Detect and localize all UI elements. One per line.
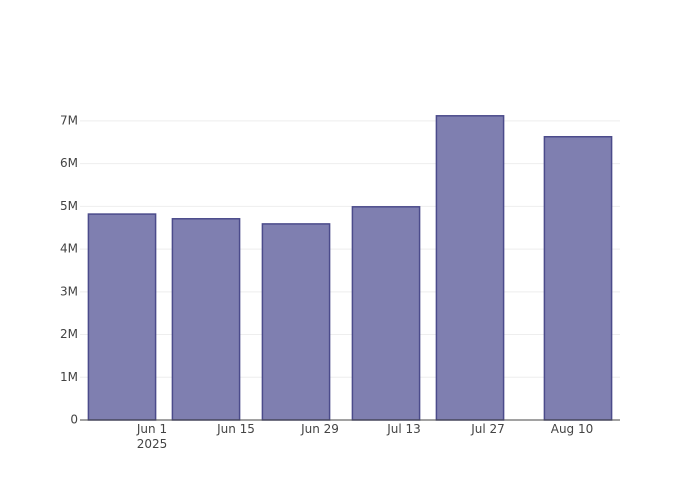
x-tick-label: Aug 10 [550, 422, 594, 436]
y-tick-label: 0 [70, 413, 78, 427]
y-tick-label: 6M [60, 156, 78, 170]
bar [435, 115, 505, 421]
x-tick-label: Jul 27 [471, 422, 505, 436]
x-tick-label: Jun 1 2025 [136, 422, 168, 451]
bar [543, 135, 613, 421]
y-tick-label: 7M [60, 113, 78, 127]
x-tick-label: Jun 29 [301, 422, 339, 436]
x-tick-label: Jun 15 [217, 422, 255, 436]
y-tick-label: 3M [60, 284, 78, 298]
y-tick-label: 1M [60, 370, 78, 384]
bar [261, 223, 331, 421]
y-tick-label: 5M [60, 199, 78, 213]
bar [87, 213, 157, 421]
y-tick-label: 2M [60, 327, 78, 341]
bar [351, 206, 421, 421]
y-tick-label: 4M [60, 242, 78, 256]
x-tick-label: Jul 13 [387, 422, 421, 436]
bar [171, 218, 241, 421]
